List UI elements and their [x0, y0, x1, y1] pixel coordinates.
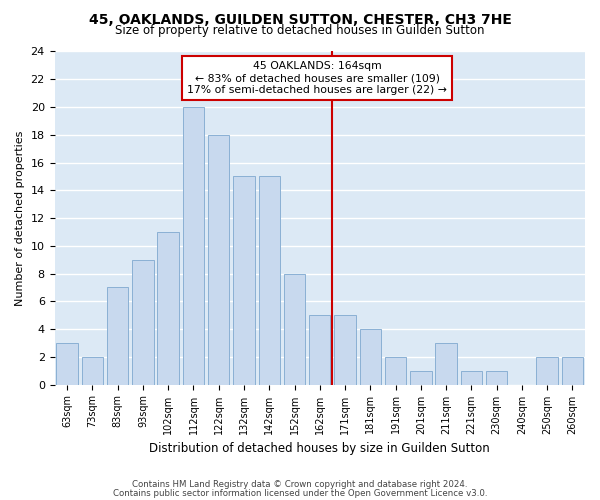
Bar [233, 176, 255, 384]
Bar [208, 135, 229, 384]
Text: 45, OAKLANDS, GUILDEN SUTTON, CHESTER, CH3 7HE: 45, OAKLANDS, GUILDEN SUTTON, CHESTER, C… [89, 12, 511, 26]
Bar [259, 176, 280, 384]
Bar [536, 357, 558, 384]
Bar [132, 260, 154, 384]
X-axis label: Distribution of detached houses by size in Guilden Sutton: Distribution of detached houses by size … [149, 442, 490, 455]
Bar [410, 370, 431, 384]
Bar [359, 329, 381, 384]
Bar [284, 274, 305, 384]
Text: Size of property relative to detached houses in Guilden Sutton: Size of property relative to detached ho… [115, 24, 485, 37]
Bar [334, 315, 356, 384]
Bar [107, 288, 128, 384]
Text: 45 OAKLANDS: 164sqm
← 83% of detached houses are smaller (109)
17% of semi-detac: 45 OAKLANDS: 164sqm ← 83% of detached ho… [187, 62, 447, 94]
Bar [82, 357, 103, 384]
Text: Contains HM Land Registry data © Crown copyright and database right 2024.: Contains HM Land Registry data © Crown c… [132, 480, 468, 489]
Text: Contains public sector information licensed under the Open Government Licence v3: Contains public sector information licen… [113, 488, 487, 498]
Bar [56, 343, 78, 384]
Y-axis label: Number of detached properties: Number of detached properties [15, 130, 25, 306]
Bar [309, 315, 331, 384]
Bar [183, 107, 204, 384]
Bar [436, 343, 457, 384]
Bar [562, 357, 583, 384]
Bar [461, 370, 482, 384]
Bar [157, 232, 179, 384]
Bar [486, 370, 508, 384]
Bar [385, 357, 406, 384]
